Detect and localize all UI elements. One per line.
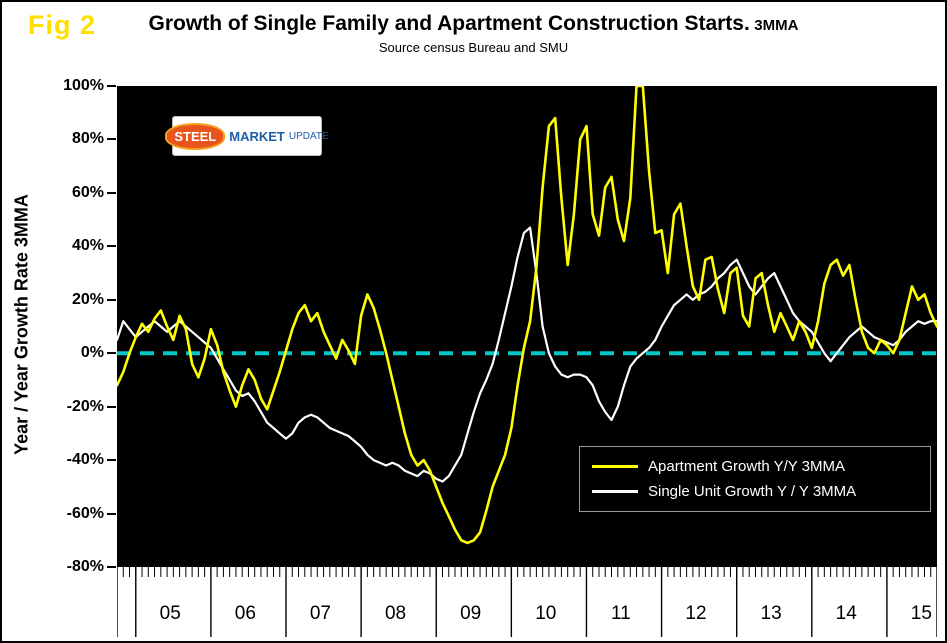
- figure-number-label: Fig 2: [28, 10, 97, 40]
- y-axis-title: Year / Year Growth Rate 3MMA: [11, 194, 32, 455]
- x-tick-label: 09: [460, 603, 481, 624]
- x-tick-label: 07: [310, 603, 331, 624]
- y-tick-label: 100%: [63, 77, 104, 94]
- x-tick-label: 06: [235, 603, 256, 624]
- x-tick-label: 12: [685, 603, 706, 624]
- y-tick-mark: [107, 191, 116, 194]
- legend-swatch: [592, 490, 638, 493]
- x-tick-label: 05: [160, 603, 181, 624]
- x-tick-label: 10: [535, 603, 556, 624]
- legend-item: Apartment Growth Y/Y 3MMA: [592, 458, 918, 475]
- series-line-0: [117, 86, 937, 545]
- y-tick-mark: [107, 512, 116, 515]
- smu-logo-market-text: MARKET: [229, 128, 285, 144]
- legend-item: Single Unit Growth Y / Y 3MMA: [592, 483, 918, 500]
- smu-logo-update-text: UPDATE: [288, 130, 329, 142]
- y-tick-label: -60%: [66, 504, 104, 522]
- y-tick-label: 60%: [71, 183, 104, 201]
- plot-area: STEEL MARKET UPDATE Apartment Growth Y/Y…: [117, 86, 937, 567]
- smu-logo: STEEL MARKET UPDATE: [165, 116, 329, 156]
- y-tick-mark: [107, 298, 116, 301]
- chart-title-text: Growth of Single Family and Apartment Co…: [148, 12, 750, 35]
- x-tick-label: 14: [836, 603, 858, 624]
- y-tick-mark: [107, 405, 116, 408]
- y-tick-label: 0%: [80, 344, 104, 362]
- y-tick-mark: [107, 566, 116, 568]
- y-tick-label: 40%: [71, 237, 104, 255]
- y-tick-mark: [107, 245, 116, 248]
- smu-logo-steel-badge: STEEL: [165, 122, 226, 150]
- chart-subtitle: Source census Bureau and SMU: [378, 40, 569, 55]
- y-tick-mark: [107, 85, 116, 87]
- y-tick-label: -20%: [66, 397, 104, 415]
- x-tick-label: 08: [385, 603, 406, 624]
- x-tick-label: 13: [761, 603, 782, 624]
- y-tick-label: 80%: [71, 130, 104, 148]
- x-axis: 05 06 07 08 09 10 11 12 13 14 15: [117, 567, 937, 637]
- legend-swatch: [592, 465, 638, 468]
- chart-title-suffix: 3MMA: [754, 17, 799, 34]
- legend-label: Apartment Growth Y/Y 3MMA: [648, 458, 846, 475]
- title-block: Growth of Single Family and Apartment Co…: [2, 12, 945, 55]
- x-tick-label: 15: [911, 603, 932, 624]
- legend: Apartment Growth Y/Y 3MMA Single Unit Gro…: [579, 446, 931, 512]
- y-tick-label: 20%: [71, 290, 104, 308]
- y-tick-mark: [107, 138, 116, 141]
- legend-label: Single Unit Growth Y / Y 3MMA: [648, 483, 857, 500]
- x-tick-label: 11: [611, 603, 631, 624]
- y-tick-label: -40%: [66, 451, 104, 469]
- y-tick-mark: [107, 459, 116, 462]
- y-tick-mark: [107, 352, 116, 355]
- chart-title: Growth of Single Family and Apartment Co…: [2, 12, 945, 36]
- y-tick-label: -80%: [66, 558, 104, 575]
- plot-svg: [117, 86, 937, 545]
